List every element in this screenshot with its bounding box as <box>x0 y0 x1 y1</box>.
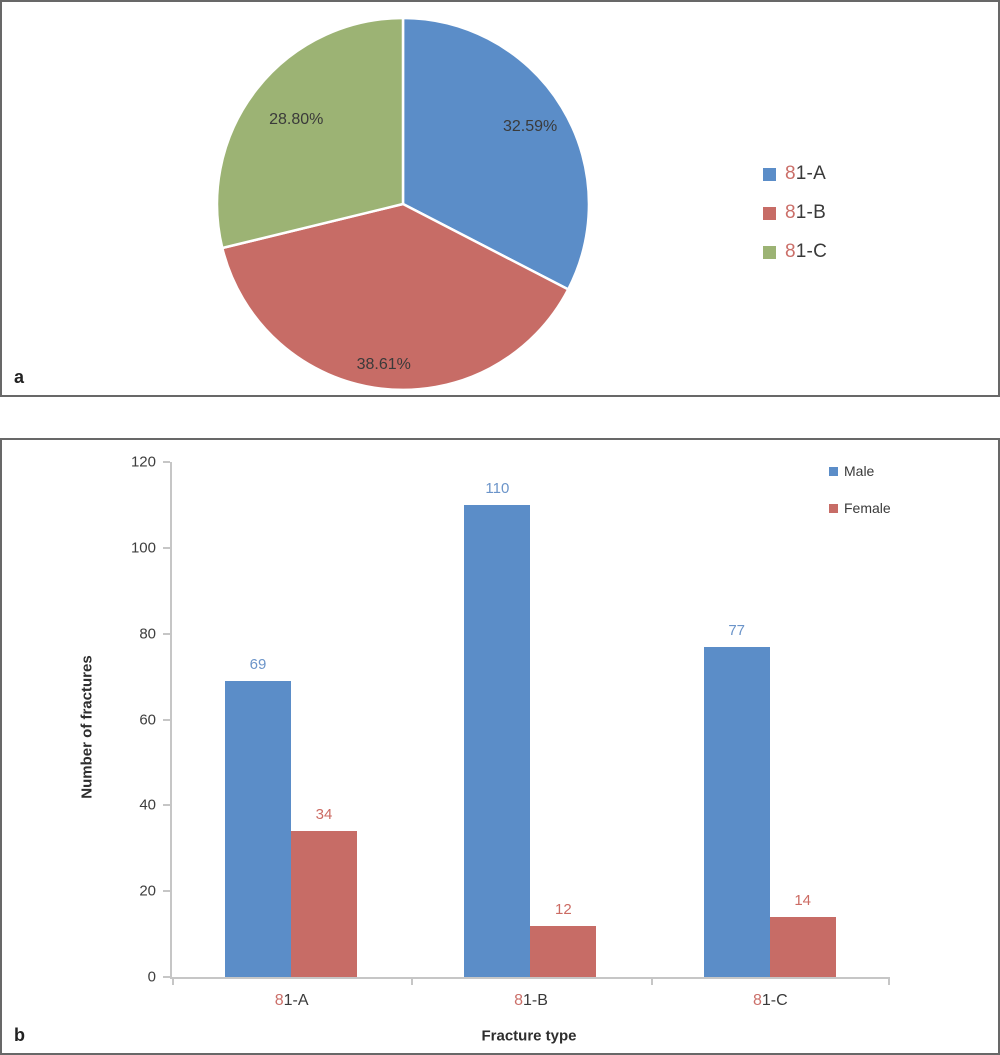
legend-swatch <box>829 504 838 513</box>
label-rest: 1-B <box>523 992 548 1009</box>
y-axis-tick <box>163 890 170 893</box>
label-highlight-char: 8 <box>752 992 762 1009</box>
y-axis-tick <box>163 632 170 635</box>
y-axis-tick <box>163 718 170 721</box>
panel-b: Number of fractures 0 20 40 60 80 100 120 69 34 8… <box>0 438 1000 1055</box>
legend-swatch <box>763 167 776 181</box>
x-axis-tick <box>172 979 174 985</box>
label-highlight-char: 8 <box>514 992 523 1009</box>
label-highlight-char: 8 <box>785 202 796 223</box>
bar-value-label: 34 <box>315 806 333 824</box>
label-highlight-char: 8 <box>274 992 284 1009</box>
legend-label: Female <box>844 500 891 516</box>
label-rest: 1-C <box>795 241 827 262</box>
bar-value-label: 77 <box>728 621 745 639</box>
bar-value-label: 12 <box>554 900 572 918</box>
female-bar-81-B <box>530 925 597 977</box>
label-rest: 1-C <box>761 992 788 1009</box>
bar-value-label: 69 <box>249 655 267 673</box>
y-axis-tick-label: 40 <box>139 796 156 814</box>
female-bar-81-C <box>769 916 836 977</box>
label-rest: 1-A <box>283 992 309 1009</box>
y-axis-tick-label: 0 <box>147 968 156 986</box>
pie-slice-value-label: 32.59% <box>502 117 558 135</box>
male-bar-81-B <box>464 504 531 977</box>
panel-a: 32.59% 38.61% 28.80% 81-A 81-B 81-C a <box>0 0 1000 397</box>
bar-legend-item: Male <box>829 463 891 479</box>
y-axis-tick-label: 100 <box>130 539 156 557</box>
label-highlight-char: 8 <box>785 163 796 184</box>
bar-plot-area: 0 20 40 60 80 100 120 69 34 81-A 110 12 81-B 77 14 81-C <box>131 454 890 1009</box>
female-bar-81-A <box>291 831 357 977</box>
pie-legend: 81-A 81-B 81-C <box>763 163 827 263</box>
y-axis-tick <box>163 804 170 807</box>
y-axis-title: Number of fractures <box>78 655 96 799</box>
y-axis-tick <box>163 976 170 978</box>
pie-slice-81-C <box>215 16 405 250</box>
legend-swatch <box>763 245 776 259</box>
x-axis-tick <box>650 979 653 985</box>
y-axis-tick-label: 80 <box>139 625 156 643</box>
y-axis-tick-label: 120 <box>130 453 156 471</box>
bar-value-label: 110 <box>485 479 510 497</box>
bar-legend-item: Female <box>829 500 891 516</box>
legend-label: 81-B <box>785 202 826 224</box>
legend-label: 81-A <box>785 163 826 185</box>
legend-swatch <box>829 467 838 476</box>
pie-legend-item: 81-C <box>763 241 827 263</box>
legend-swatch <box>763 206 776 220</box>
bar-value-label: 14 <box>794 891 811 909</box>
y-axis-tick-label: 60 <box>139 711 156 728</box>
legend-label: Male <box>844 463 875 479</box>
pie-chart <box>215 16 591 392</box>
label-rest: 1-A <box>795 163 826 184</box>
x-axis-category-label: 81-A <box>275 992 309 1010</box>
male-bar-81-C <box>703 646 770 977</box>
pie-legend-item: 81-B <box>763 202 827 224</box>
panel-b-label: b <box>14 1025 25 1045</box>
male-bar-81-A <box>225 680 291 977</box>
pie-slice-value-label: 38.61% <box>356 355 411 373</box>
x-axis-category-label: 81-B <box>514 992 548 1010</box>
y-axis-tick <box>163 461 170 463</box>
x-axis-title: Fracture type <box>481 1027 577 1045</box>
label-highlight-char: 8 <box>785 241 796 262</box>
pie-slice-value-label: 28.80% <box>269 111 324 129</box>
bar-legend: Male Female <box>829 463 891 516</box>
pie-slice-81-B <box>221 202 570 392</box>
pie-slice-81-A <box>401 16 591 291</box>
x-axis-tick <box>888 979 890 985</box>
panel-a-label: a <box>14 367 25 387</box>
x-axis-category-label: 81-C <box>753 992 788 1010</box>
x-axis-tick <box>411 979 414 985</box>
pie-legend-item: 81-A <box>763 163 827 185</box>
y-axis-tick <box>163 546 170 549</box>
label-rest: 1-B <box>795 202 826 223</box>
legend-label: 81-C <box>785 241 827 263</box>
y-axis-tick-label: 20 <box>139 882 156 900</box>
